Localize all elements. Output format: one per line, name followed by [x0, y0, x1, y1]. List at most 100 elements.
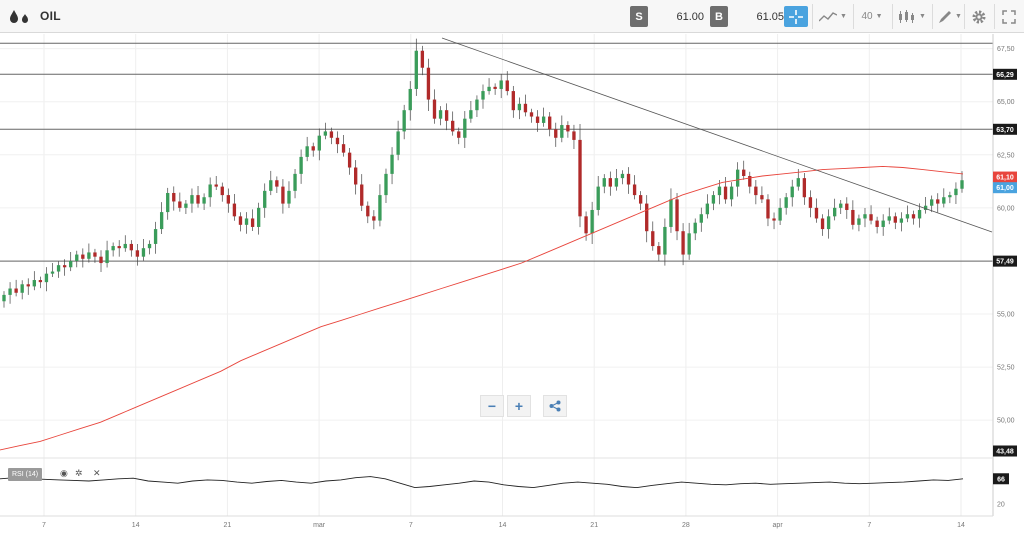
candle-body [123, 243, 127, 249]
candle-body [414, 50, 418, 89]
buy-button[interactable]: B 61.05 [710, 6, 788, 27]
candle-body [917, 209, 922, 219]
candle-body [275, 180, 279, 187]
close-icon[interactable]: ✕ [93, 468, 101, 478]
candlestick-series [2, 38, 964, 308]
candle-body [820, 218, 825, 230]
candle-body [657, 246, 661, 255]
share-button[interactable] [543, 395, 567, 417]
instrument-selector[interactable]: OIL [10, 8, 61, 24]
zoom-in-button[interactable]: + [507, 395, 531, 417]
candle-body [232, 203, 237, 217]
crosshair-button[interactable] [784, 6, 808, 27]
sell-button[interactable]: S 61.00 [630, 6, 708, 27]
candle-body [754, 186, 758, 196]
settings-button[interactable] [968, 6, 990, 27]
candle-body [960, 180, 964, 189]
candle-body [784, 197, 788, 208]
candle-body [93, 252, 97, 257]
candle-body [87, 252, 91, 259]
candle-body [159, 212, 164, 230]
candle-body [632, 184, 637, 196]
candle-body [760, 195, 764, 200]
candle-body [420, 50, 425, 68]
candle-body [541, 116, 546, 123]
candle-body [299, 156, 303, 174]
candle-body [735, 169, 740, 187]
chart-grid [0, 34, 993, 516]
chart-type-icon [819, 11, 838, 21]
toolbar-divider [812, 4, 813, 29]
candle-body [14, 288, 18, 293]
expand-icon [1002, 9, 1016, 24]
candle-body [905, 214, 910, 219]
candle-body [463, 118, 467, 138]
instrument-name: OIL [40, 9, 61, 23]
level-tag-bg [993, 123, 1017, 135]
candle-body [390, 154, 394, 174]
candle-body [748, 176, 752, 187]
candlestick-icon [899, 9, 915, 23]
chevron-down-icon: ▼ [875, 13, 883, 20]
candle-body [317, 135, 321, 151]
candle-body [226, 195, 231, 204]
candle-body [244, 218, 249, 225]
trend-line[interactable] [441, 37, 993, 233]
toolbar-divider [964, 4, 965, 29]
candle-body [772, 218, 776, 221]
moving-average-line [0, 165, 964, 451]
candle-body [366, 205, 370, 217]
candle-body [638, 195, 643, 204]
draw-tools-button[interactable]: ▼ [936, 6, 964, 27]
candle-body [778, 207, 782, 221]
level-tag: 57,49 [996, 259, 1014, 266]
price-tick-label: 67,50 [997, 46, 1015, 53]
candle-body [923, 205, 928, 210]
rsi-line [0, 476, 964, 489]
level-tag: 66,29 [996, 72, 1014, 79]
price-tick-label: 50,00 [997, 418, 1015, 425]
candle-body [347, 152, 352, 168]
horizontal-levels [0, 42, 993, 262]
period-selector[interactable]: 40 ▼ [858, 6, 886, 27]
price-chart[interactable]: 67,5065,0062,5060,0057,5055,0052,5050,00… [0, 34, 1024, 534]
chart-type-button[interactable]: ▼ [818, 6, 848, 27]
share-icon [549, 400, 561, 412]
zoom-out-button[interactable]: − [480, 395, 504, 417]
crosshair-icon [789, 9, 803, 24]
candle-body [172, 192, 176, 202]
candle-body [269, 180, 273, 191]
candle-body [814, 207, 819, 219]
level-tag: 63,70 [996, 127, 1014, 134]
candle-body [942, 197, 946, 204]
gear-icon[interactable]: ✲ [75, 468, 83, 478]
candle-body [675, 199, 679, 232]
candle-body [711, 195, 716, 204]
candle-body [723, 186, 728, 200]
rsi-indicator-label[interactable]: RSI (14) [8, 468, 43, 481]
candle-body [451, 120, 455, 132]
candle-body [687, 233, 691, 255]
candle-body [511, 91, 515, 111]
candle-body [954, 188, 958, 196]
time-tick-label: mar [313, 522, 326, 529]
gear-icon [972, 10, 986, 23]
price-tick-label: 55,00 [997, 312, 1015, 319]
time-tick-label: 28 [682, 522, 690, 529]
candle-body [572, 131, 576, 140]
eye-icon[interactable]: ◉ [60, 468, 68, 478]
candle-body [705, 203, 710, 215]
chevron-down-icon: ▼ [955, 13, 962, 20]
candle-body [372, 216, 376, 221]
fullscreen-button[interactable] [998, 6, 1020, 27]
candle-body [457, 131, 461, 138]
candle-body [766, 199, 770, 219]
toolbar-divider [892, 4, 893, 29]
candle-body [117, 246, 121, 249]
candle-body [930, 199, 934, 206]
candle-body [2, 294, 6, 302]
candle-body [596, 186, 600, 210]
candle-body [81, 254, 85, 259]
candle-style-button[interactable]: ▼ [897, 6, 927, 27]
time-tick-label: 21 [224, 522, 232, 529]
